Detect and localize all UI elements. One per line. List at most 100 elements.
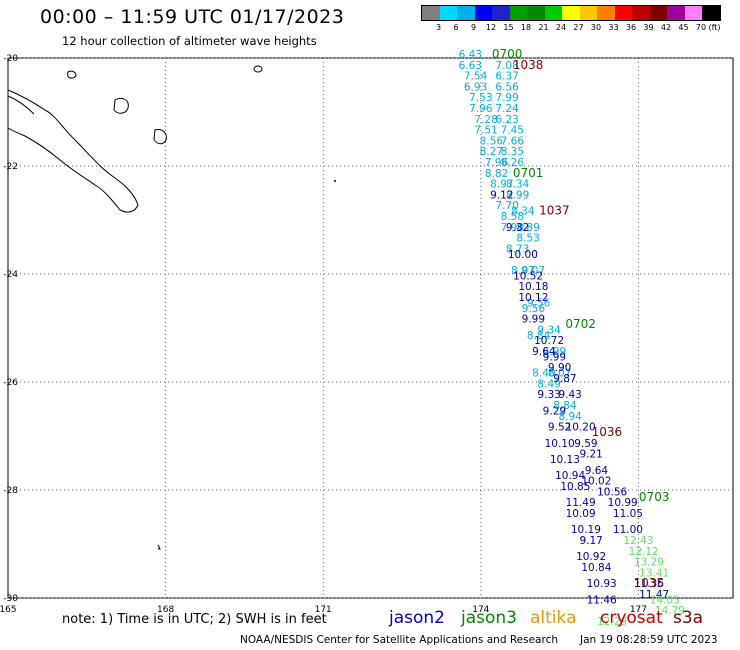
lat-tick-label: -22 (3, 162, 18, 172)
scale-label: 15 (503, 23, 514, 32)
wave-height-label: 7.51 (474, 125, 497, 137)
legend-altika: altika (530, 608, 577, 628)
wave-height-label: 9.99 (543, 351, 566, 363)
scale-swatch (474, 6, 492, 20)
wave-height-label: 8.84 (527, 330, 551, 342)
wave-height-label: 8.73 (506, 243, 529, 255)
scale-swatch (562, 6, 580, 20)
island-coastline (157, 544, 161, 550)
scale-swatch (544, 6, 562, 20)
wave-height-label: 8.35 (501, 146, 524, 158)
coastline-detail (7, 95, 35, 115)
scale-swatch (649, 6, 667, 20)
scale-swatch (632, 6, 650, 20)
island-coastline (153, 129, 167, 145)
wave-height-label: 9.52 (548, 422, 571, 434)
wave-height-label: 11.49 (566, 497, 596, 509)
pass-time-label: 1035 (634, 576, 665, 590)
scale-swatch (597, 6, 615, 20)
wave-height-label: 13.29 (634, 557, 664, 569)
pass-time-label: 0702 (565, 317, 596, 331)
scale-label: 6 (453, 23, 459, 32)
wave-height-label: 11.05 (613, 508, 643, 520)
wave-height-label: 12.43 (623, 535, 653, 547)
wave-height-label: 10.93 (587, 578, 617, 590)
wave-height-label: 10.09 (566, 508, 596, 520)
wave-height-label: 10.02 (581, 476, 611, 488)
pass-time-label: 1038 (513, 58, 544, 72)
wave-height-label: 8.84 (553, 400, 577, 412)
new-caledonia-coastline (7, 89, 139, 213)
wave-height-label: 13.41 (639, 567, 669, 579)
wave-height-label: 8.07 (548, 368, 571, 380)
scale-swatch (684, 6, 702, 20)
wave-height-label: 8.40 (532, 368, 555, 380)
wave-height-label: 10.85 (560, 481, 590, 493)
wave-height-label: 9.64 (532, 346, 556, 358)
wave-height-label: 7.08 (495, 60, 518, 72)
wave-height-label: 9.12 (490, 189, 513, 201)
island-coastline (67, 70, 77, 79)
lat-tick-label: -20 (3, 54, 18, 64)
island-coastline (113, 97, 129, 114)
scale-swatch (509, 6, 527, 20)
wave-height-label: 8.97 (490, 179, 513, 191)
wave-height-label: 8.89 (516, 222, 539, 234)
scale-swatch (527, 6, 545, 20)
legend-s3a: s3a (673, 608, 704, 628)
lat-tick-label: -28 (3, 486, 18, 496)
wave-height-label: 9.56 (527, 297, 551, 309)
scale-swatch (579, 6, 597, 20)
wave-height-label: 10.94 (555, 470, 585, 482)
scale-swatch (492, 6, 510, 20)
wave-height-label: 7.70 (495, 200, 518, 212)
scale-label: 70 (695, 23, 707, 32)
wave-height-label: 9.43 (558, 389, 581, 401)
pass-time-label: 0700 (492, 47, 523, 61)
wave-height-label: 10.99 (608, 497, 638, 509)
wave-height-label: 10.56 (597, 486, 627, 498)
wave-height-label: 9.59 (574, 438, 597, 450)
scale-label: 18 (520, 23, 532, 32)
page-subtitle: 12 hour collection of altimeter wave hei… (62, 34, 317, 48)
lat-tick-label: -30 (3, 594, 18, 604)
color-scale: 3 6 9 12 15 18 21 24 27 30 33 36 39 42 45 70 (ft) (421, 5, 721, 35)
scale-swatch (702, 6, 720, 20)
wave-height-label: 9.99 (522, 314, 545, 326)
lon-tick-label: 174 (472, 605, 489, 615)
scale-label: 42 (660, 23, 672, 32)
wave-height-label: 9.32 (506, 222, 529, 234)
wave-height-label: 7.54 (464, 71, 488, 83)
wave-height-label: 8.99 (543, 346, 566, 358)
wave-height-label: 11.46 (587, 594, 617, 606)
scale-label: 24 (555, 23, 567, 32)
scale-label: 36 (625, 23, 637, 32)
note-text: note: 1) Time is in UTC; 2) SWH is in fe… (62, 612, 327, 627)
page-title: 00:00 – 11:59 UTC 01/17/2023 (40, 6, 345, 28)
scale-swatch (457, 6, 475, 20)
wave-height-label: 6.56 (495, 81, 519, 93)
wave-height-label: 9.29 (543, 405, 566, 417)
wave-height-label: 8.34 (506, 179, 530, 191)
pass-time-label: 0701 (513, 166, 544, 180)
lon-tick-label: 171 (315, 605, 332, 615)
wave-height-label: 10.84 (581, 562, 611, 574)
footer-credit: NOAA/NESDIS Center for Satellite Applica… (240, 634, 558, 646)
scale-swatch (422, 6, 440, 20)
scale-label: 9 (470, 23, 477, 32)
wave-height-label: 9.21 (579, 449, 602, 461)
scale-label: 33 (608, 23, 619, 32)
wave-height-label: 6.43 (459, 49, 482, 61)
wave-height-label: 14.79 (655, 605, 685, 617)
legend-jason2: jason2 (389, 608, 445, 628)
wave-height-label: 9.56 (522, 303, 546, 315)
wave-height-label: 9.07 (522, 265, 545, 277)
lat-tick-label: -26 (3, 378, 18, 388)
scale-swatch (614, 6, 632, 20)
lon-tick-label: 165 (0, 605, 17, 615)
wave-height-label: 8.82 (485, 168, 508, 180)
wave-height-label: 6.37 (495, 71, 518, 83)
wave-height-label: 10.18 (518, 281, 548, 293)
wave-height-label: 8.53 (516, 233, 539, 245)
